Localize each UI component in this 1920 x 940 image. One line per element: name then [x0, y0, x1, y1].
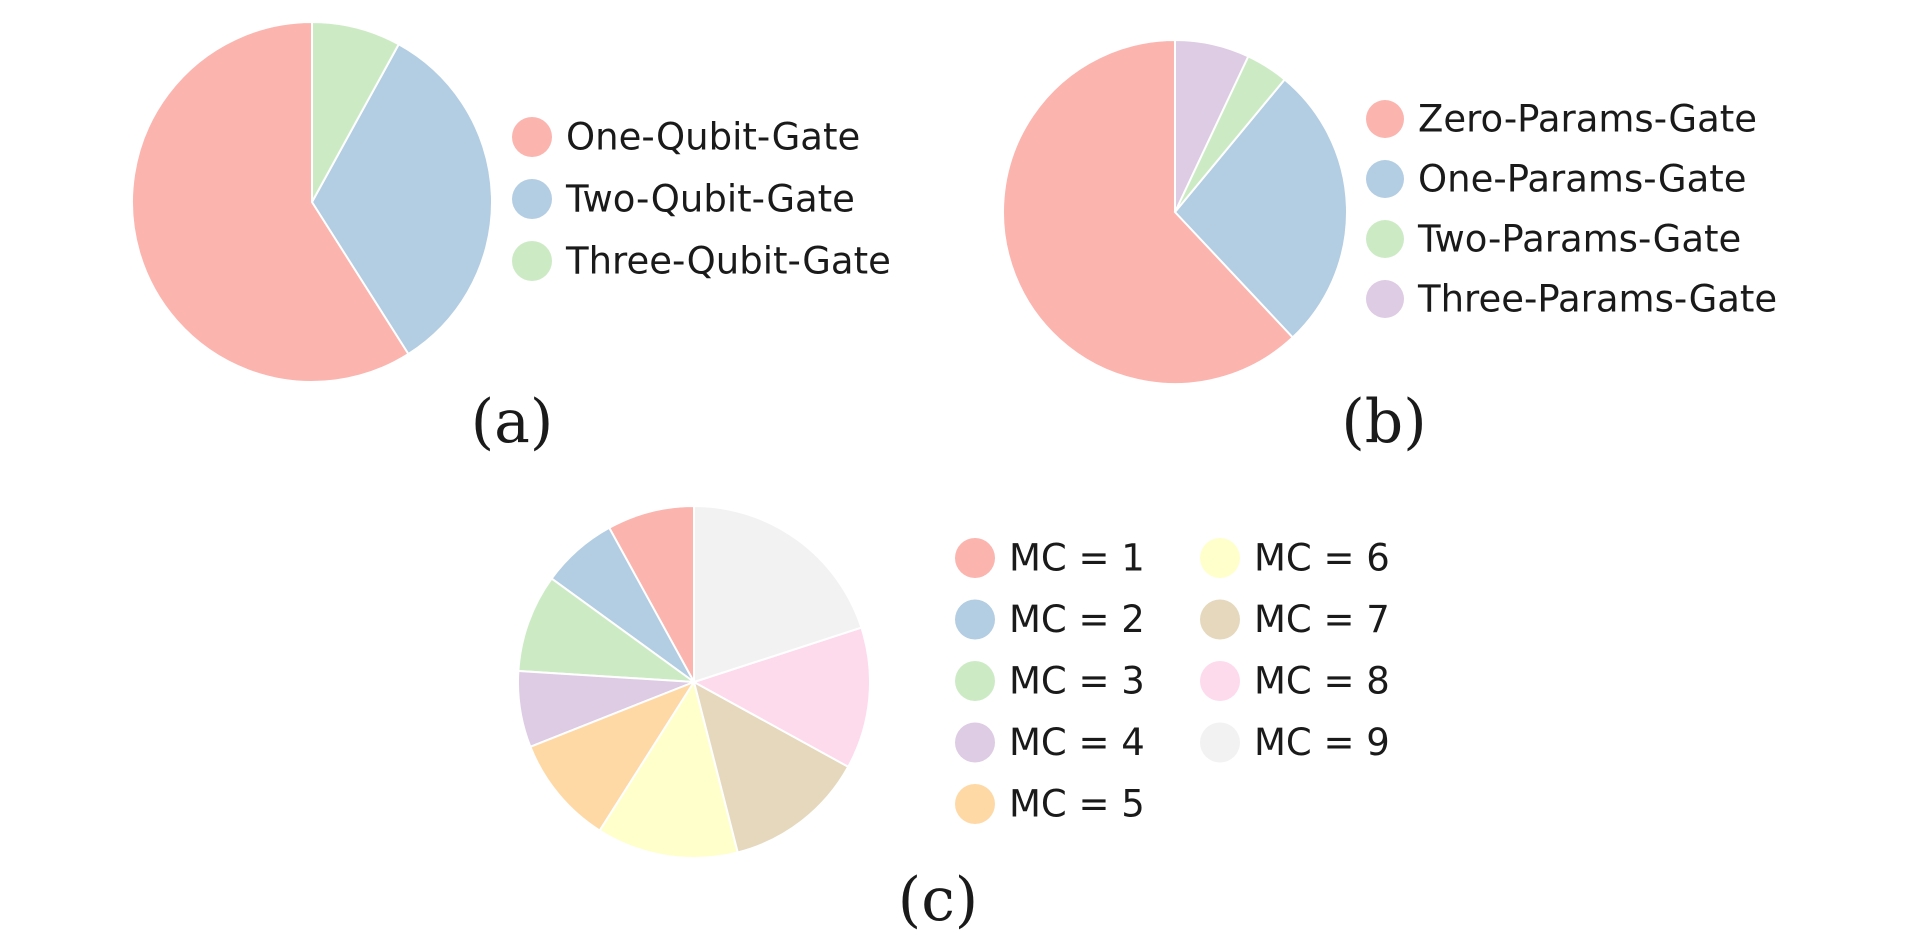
legend-label-3-5: MC = 5: [1009, 783, 1145, 826]
pie-slice-3-7: [692, 680, 850, 854]
pie-slice-2-1: [1001, 38, 1295, 385]
legend-swatch-3-7: [1200, 599, 1240, 640]
legend-label-2-3: Two-Params-Gate: [1417, 218, 1741, 261]
pie-panel-b: Zero-Params-Gate One-Params-Gate Two-Param…: [1001, 38, 1777, 457]
panel-caption-2: (b): [1341, 387, 1426, 457]
legend-label-3-9: MC = 9: [1254, 721, 1390, 764]
legend-label-3-7: MC = 7: [1254, 598, 1390, 641]
legend-swatch-3-9: [1200, 722, 1240, 763]
legend-label-1-2: Two-Qubit-Gate: [565, 178, 855, 221]
pie-slice-1-1: [131, 20, 410, 383]
legend-swatch-3-2: [955, 599, 995, 640]
legend-label-1-1: One-Qubit-Gate: [566, 116, 860, 159]
legend-label-3-4: MC = 4: [1009, 721, 1145, 764]
pie-panel-c: MC = 1 MC = 2 MC = 3 MC = 4 MC = 5 MC = 6 MC =…: [517, 504, 1390, 935]
pie-slice-3-3: [517, 577, 698, 684]
pie-panel-a: One-Qubit-Gate Two-Qubit-Gate Three-Qubit-…: [131, 20, 891, 457]
pie-slice-1-3: [311, 20, 401, 203]
pie-slice-3-5: [529, 679, 697, 832]
legend-swatch-3-4: [955, 722, 995, 763]
legend-label-2-2: One-Params-Gate: [1418, 158, 1747, 201]
pie-slice-3-6: [598, 679, 739, 859]
pie-slice-3-8: [691, 626, 871, 769]
pie-slice-2-2: [1173, 78, 1348, 339]
legend-swatch-3-6: [1200, 538, 1240, 578]
legend-swatch-1-3: [512, 241, 552, 281]
legend-swatch-1-2: [512, 179, 552, 219]
legend-label-3-1: MC = 1: [1009, 537, 1145, 580]
legend-swatch-2-1: [1366, 100, 1404, 138]
legend-swatch-3-8: [1200, 661, 1240, 701]
pie-slice-3-1: [607, 504, 695, 683]
legend-swatch-3-3: [955, 661, 995, 701]
legend-swatch-1-1: [512, 117, 552, 157]
legend-swatch-2-2: [1366, 160, 1404, 198]
legend-swatch-2-4: [1366, 280, 1404, 318]
legend-label-3-3: MC = 3: [1009, 660, 1145, 703]
legend-label-2-1: Zero-Params-Gate: [1418, 98, 1757, 141]
legend-label-3-6: MC = 6: [1254, 537, 1390, 580]
pie-slice-2-4: [1174, 38, 1250, 213]
legend-label-1-3: Three-Qubit-Gate: [565, 240, 891, 283]
pie-slice-3-9: [693, 504, 863, 684]
panel-caption-1: (a): [471, 387, 554, 457]
legend-swatch-3-1: [955, 538, 995, 578]
legend-label-3-2: MC = 2: [1009, 598, 1145, 641]
legend-label-3-8: MC = 8: [1254, 660, 1390, 703]
legend-label-2-4: Three-Params-Gate: [1417, 278, 1777, 321]
panel-caption-3: (c): [898, 865, 978, 935]
legend-swatch-2-3: [1366, 220, 1404, 258]
legend-swatch-3-5: [955, 784, 995, 824]
